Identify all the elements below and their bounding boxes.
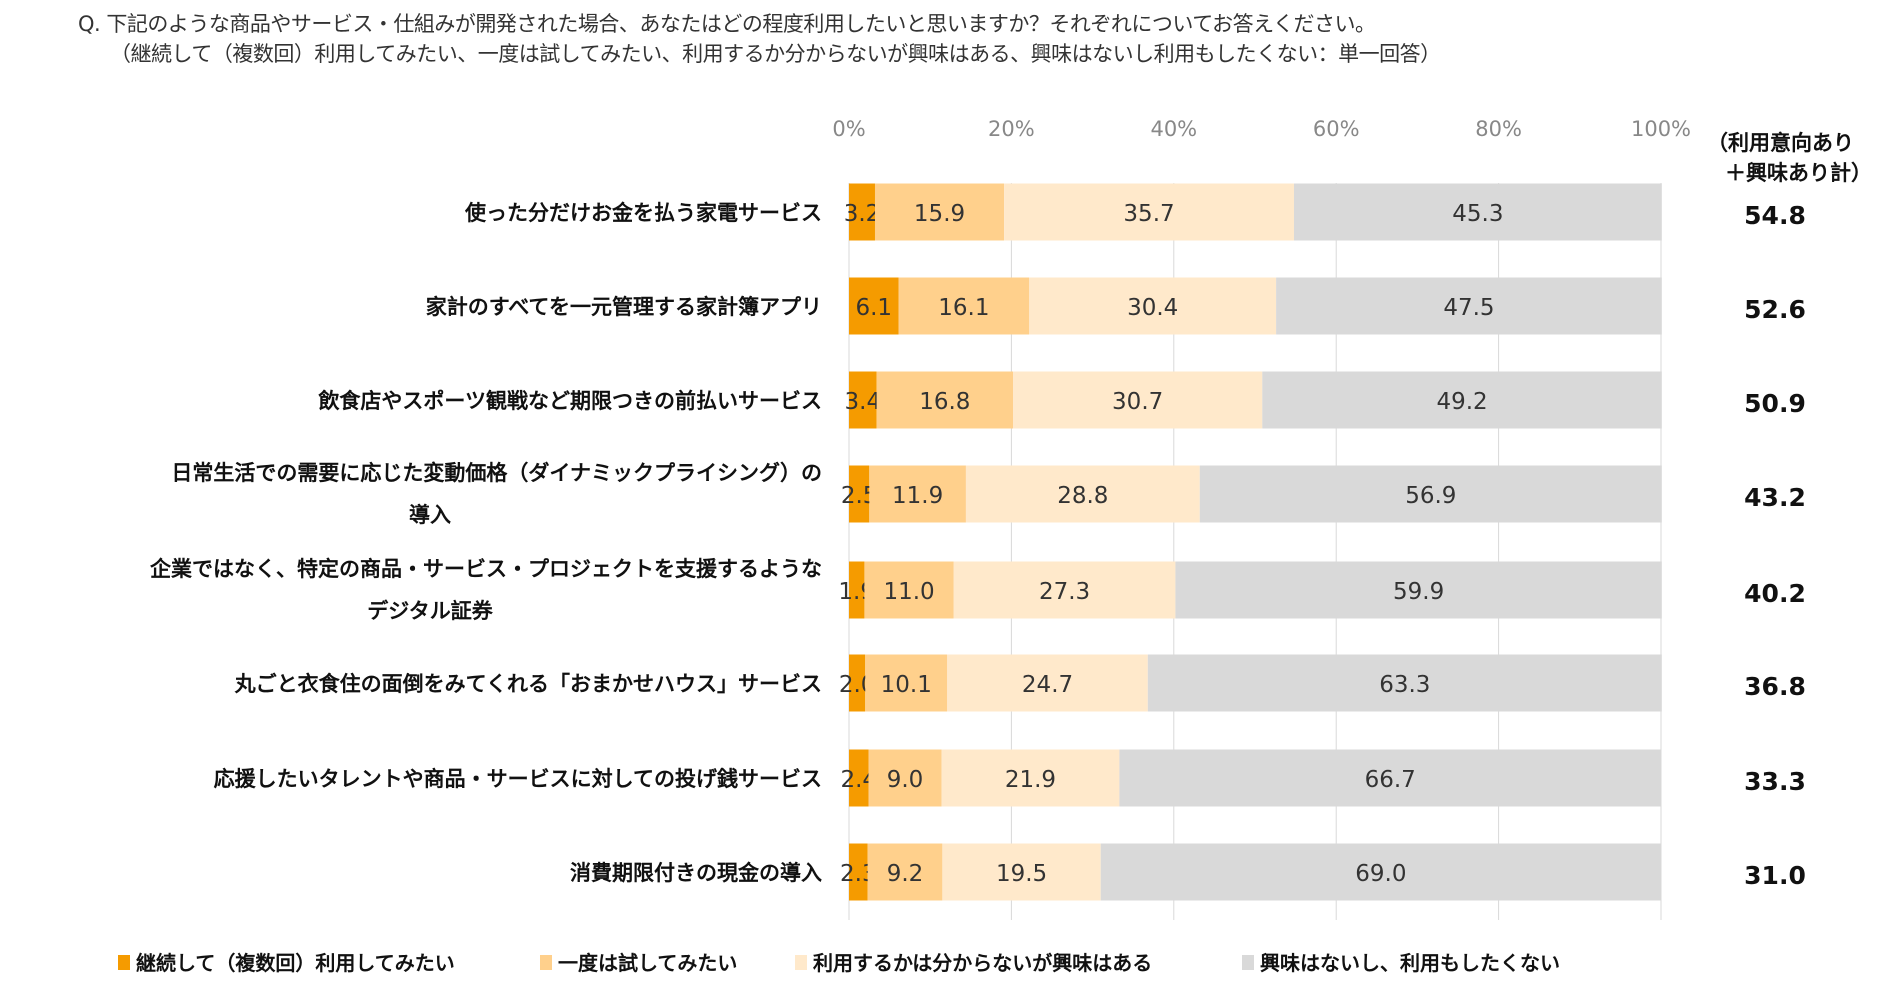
bar-segment (947, 654, 1148, 712)
bar-segment (864, 561, 954, 619)
category-label: 使った分だけお金を払う家電サービス (464, 201, 822, 225)
legend-label: 継続して（複数回）利用してみたい (136, 951, 455, 975)
legend-label: 興味はないし、利用もしたくない (1260, 951, 1560, 975)
x-tick-label: 20% (988, 117, 1035, 141)
bar-segment (965, 465, 1200, 523)
data-label: 21.9 (1005, 767, 1056, 793)
totals-header: （利用意向あり (1707, 131, 1854, 155)
bar-segment (1147, 654, 1662, 712)
data-label: 19.5 (996, 861, 1047, 887)
total-value: 36.8 (1744, 672, 1806, 701)
category-label: 消費期限付きの現金の導入 (570, 861, 822, 885)
data-label: 45.3 (1452, 201, 1503, 227)
data-label: 35.7 (1123, 201, 1174, 227)
bar-segment (849, 561, 865, 619)
bar-segment (1004, 183, 1294, 241)
data-label: 47.5 (1443, 295, 1494, 321)
x-tick-label: 40% (1150, 117, 1197, 141)
bar-segment (849, 371, 877, 429)
total-value: 52.6 (1744, 295, 1806, 324)
data-label: 59.9 (1393, 579, 1444, 605)
bar-segment (849, 183, 875, 241)
bar-segment (868, 749, 942, 807)
data-label: 66.7 (1365, 767, 1416, 793)
data-label: 24.7 (1022, 672, 1073, 698)
x-tick-label: 60% (1313, 117, 1360, 141)
legend-swatch (118, 955, 130, 970)
bar-segment (849, 843, 868, 901)
bar-segment (849, 465, 870, 523)
total-value: 33.3 (1744, 767, 1806, 796)
data-label: 3.4 (845, 389, 882, 415)
category-label: 日常生活での需要に応じた変動価格（ダイナミックプライシング）の (171, 461, 822, 485)
bar-segment (942, 843, 1101, 901)
bar-segment (869, 465, 966, 523)
x-tick-label: 80% (1475, 117, 1522, 141)
bar-segment (953, 561, 1176, 619)
x-tick-label: 0% (832, 117, 865, 141)
data-label: 6.1 (855, 295, 892, 321)
legend-swatch (795, 955, 807, 970)
legend-label: 利用するかは分からないが興味はある (813, 951, 1152, 975)
data-label: 3.2 (844, 201, 881, 227)
bar-segment (865, 654, 948, 712)
data-label: 63.3 (1379, 672, 1430, 698)
category-label: 導入 (409, 503, 451, 527)
data-label: 56.9 (1405, 483, 1456, 509)
bar-segment (874, 183, 1005, 241)
legend-swatch (540, 955, 552, 970)
data-label: 10.1 (881, 672, 932, 698)
bar-segment (849, 277, 899, 335)
category-label: 企業ではなく、特定の商品・サービス・プロジェクトを支援するような (149, 557, 822, 581)
category-label: 丸ごと衣食住の面倒をみてくれる「おまかせハウス」サービス (234, 672, 822, 696)
total-value: 50.9 (1744, 389, 1806, 418)
data-label: 27.3 (1039, 579, 1090, 605)
data-label: 11.9 (892, 483, 943, 509)
data-label: 9.0 (887, 767, 924, 793)
bar-segment (941, 749, 1120, 807)
data-label: 16.8 (919, 389, 970, 415)
category-label: 応援したいタレントや商品・サービスに対しての投げ銭サービス (214, 767, 822, 791)
bar-segment (1100, 843, 1661, 901)
bar-segment (1119, 749, 1661, 807)
data-label: 11.0 (883, 579, 934, 605)
bar-segment (867, 843, 943, 901)
data-label: 30.7 (1112, 389, 1163, 415)
legend-label: 一度は試してみたい (558, 951, 737, 975)
bar-segment (1262, 371, 1662, 429)
bar-segment (898, 277, 1030, 335)
data-label: 9.2 (887, 861, 924, 887)
total-value: 54.8 (1744, 201, 1806, 230)
data-label: 49.2 (1436, 389, 1487, 415)
legend-swatch (1242, 955, 1254, 970)
bar-segment (1175, 561, 1662, 619)
chart-title: Q. 下記のような商品やサービス・仕組みが開発された場合、あなたはどの程度利用し… (78, 12, 1376, 36)
totals-header: ＋興味あり計） (1725, 161, 1872, 185)
bar-segment (1276, 277, 1662, 335)
x-tick-label: 100% (1631, 117, 1691, 141)
bar-segment (1013, 371, 1263, 429)
total-value: 40.2 (1744, 579, 1806, 608)
bar-segment (849, 749, 869, 807)
data-label: 28.8 (1057, 483, 1108, 509)
total-value: 43.2 (1744, 483, 1806, 512)
data-label: 15.9 (914, 201, 965, 227)
bar-segment (1293, 183, 1662, 241)
bar-segment (849, 654, 866, 712)
data-label: 30.4 (1127, 295, 1178, 321)
bar-segment (1029, 277, 1277, 335)
category-label: 飲食店やスポーツ観戦など期限つきの前払いサービス (317, 389, 822, 413)
data-label: 16.1 (938, 295, 989, 321)
chart-subtitle: （継続して（複数回）利用してみたい、一度は試してみたい、利用するか分からないが興… (110, 42, 1441, 66)
category-label: デジタル証券 (367, 599, 494, 623)
bar-segment (876, 371, 1014, 429)
data-label: 69.0 (1355, 861, 1406, 887)
total-value: 31.0 (1744, 861, 1806, 890)
category-label: 家計のすべてを一元管理する家計簿アプリ (426, 295, 822, 319)
bar-segment (1199, 465, 1662, 523)
